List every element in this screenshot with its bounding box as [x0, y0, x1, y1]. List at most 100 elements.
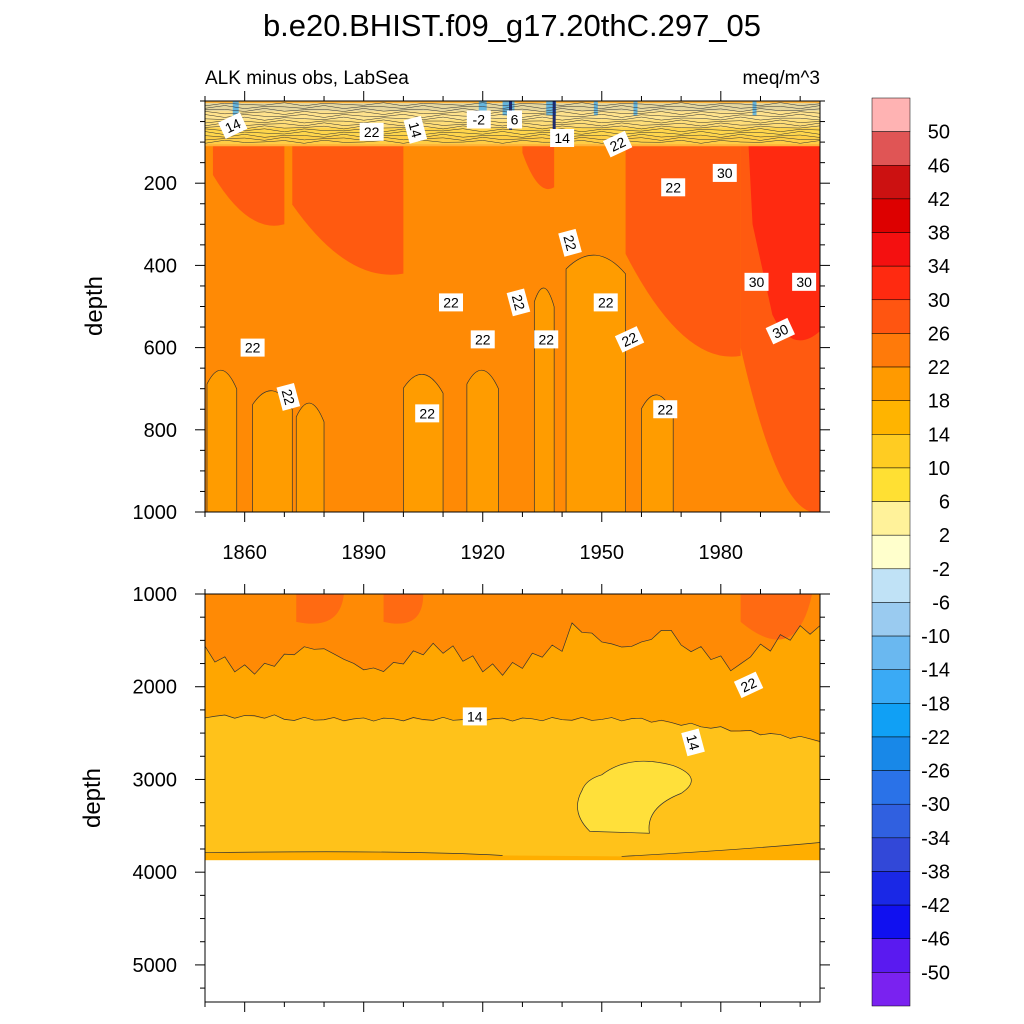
upper-fill-surface-band [205, 143, 820, 145]
contour-label-box [558, 228, 582, 257]
y-tick-label: 600 [144, 338, 177, 360]
contour-label-box [534, 330, 559, 349]
colorbar-swatch [871, 703, 911, 738]
upper-contour-line [565, 254, 626, 512]
y-tick-label: 3000 [133, 769, 178, 791]
upper-fill-surface-band [205, 137, 820, 140]
contour-label-box [765, 317, 796, 345]
x-tick-label: 1860 [222, 542, 267, 564]
colorbar-swatch [871, 904, 911, 939]
lower-panel: 1000 2000 3000 4000 5000 22 14 14 depth [79, 584, 830, 1012]
colorbar-label: 30 [928, 290, 950, 312]
upper-fill-column-18 [252, 390, 293, 512]
contour-label-text: 22 [738, 674, 759, 695]
contour-label-text: 22 [364, 124, 380, 140]
colorbar-swatch [871, 366, 911, 401]
colorbar-label: 26 [928, 323, 950, 345]
contour-label: 22 [653, 400, 678, 419]
contour-label-text: 22 [598, 294, 614, 310]
colorbar-label: 38 [928, 223, 950, 245]
contour-label-text: 30 [796, 274, 812, 290]
lower-fill-band-22 [205, 594, 820, 676]
chart-subtitle-left: ALK minus obs, LabSea [205, 68, 409, 89]
upper-contour-line [533, 287, 555, 512]
contour-label-box [276, 382, 301, 411]
upper-y-axis-label: depth [81, 276, 108, 336]
y-tick-label: 200 [144, 173, 177, 195]
colorbar-swatch [871, 534, 911, 570]
colorbar-label: 46 [928, 155, 950, 177]
contour-label-box [218, 112, 248, 139]
contour-label-text: 14 [467, 708, 483, 724]
upper-fill-column-18 [403, 374, 444, 512]
colorbar-label: -6 [932, 592, 950, 614]
upper-contour-line [204, 119, 821, 124]
lower-panel-frame [204, 593, 821, 1003]
colorbar-swatch [871, 871, 911, 906]
contour-label-box [403, 115, 428, 144]
colorbar-swatch [871, 97, 911, 132]
upper-fill-blue-spot [546, 101, 557, 116]
colorbar-label: -42 [921, 895, 950, 917]
colorbar-label: 14 [928, 424, 950, 446]
upper-contour-line [204, 128, 821, 133]
contour-label-text: 14 [554, 130, 570, 146]
upper-fill-region-30 [748, 146, 820, 341]
contour-label-text: 22 [475, 331, 491, 347]
x-tick-label: 1950 [580, 542, 625, 564]
y-tick-label: 4000 [133, 862, 178, 884]
upper-contour-line [206, 369, 238, 512]
upper-fill-region-26 [625, 146, 741, 357]
x-tick-label: 1920 [460, 542, 505, 564]
upper-fill-surface-band [205, 142, 820, 144]
upper-fill-surface-band [205, 133, 820, 135]
x-tick-label: 1890 [341, 542, 386, 564]
contour-label-box [439, 293, 463, 312]
contour-label-box [240, 338, 265, 357]
colorbar-swatch [871, 165, 911, 200]
upper-fill-surface-band [205, 134, 820, 136]
contour-label: 22 [470, 330, 495, 349]
contour-label: 22 [614, 326, 645, 353]
contour-label: 22 [240, 338, 265, 357]
contour-label-text: 22 [619, 329, 640, 350]
upper-axis-ticks: 1860 1890 1920 1950 1980 200 400 600 800 1000 [133, 91, 830, 564]
contour-label: 14 [403, 115, 428, 144]
lower-contour-lines [204, 622, 821, 857]
upper-contour-line [466, 369, 499, 512]
upper-contour-line [403, 373, 444, 512]
contour-label: 22 [534, 330, 559, 349]
upper-contour-line [204, 105, 821, 109]
upper-contour-line [204, 111, 821, 115]
colorbar-label: 50 [928, 122, 950, 144]
contour-label-text: -2 [473, 111, 486, 127]
contour-label-box [359, 122, 384, 141]
contour-label: 22 [602, 130, 633, 158]
contour-label: 22 [733, 671, 764, 699]
contour-label-box [744, 272, 769, 291]
upper-contour-line [204, 102, 821, 107]
colorbar-label: -34 [921, 828, 950, 850]
colorbar-swatch [871, 198, 911, 233]
colorbar-swatch [871, 400, 911, 435]
contour-label-text: 22 [419, 405, 435, 421]
contour-label: 22 [439, 293, 463, 312]
upper-fill-blue-spot [232, 101, 239, 116]
upper-contour-line [204, 116, 821, 121]
colorbar-swatch [871, 770, 911, 805]
colorbar-label: -10 [921, 626, 950, 648]
contour-label-text: 30 [770, 321, 791, 342]
y-tick-label: 1000 [133, 584, 178, 606]
contour-label-text: 22 [509, 293, 529, 312]
chart-title: b.e20.BHIST.f09_g17.20thC.297_05 [263, 8, 761, 43]
contour-label: 30 [765, 317, 796, 345]
upper-fill-column-18 [566, 255, 626, 513]
colorbar-swatch [871, 265, 911, 301]
contour-label-text: 14 [222, 115, 243, 136]
colorbar-swatch [871, 837, 911, 872]
contour-label-box [466, 110, 491, 129]
upper-contour-line [295, 402, 325, 512]
contour-label: 22 [276, 382, 301, 411]
contour-label: 6 [506, 110, 522, 129]
